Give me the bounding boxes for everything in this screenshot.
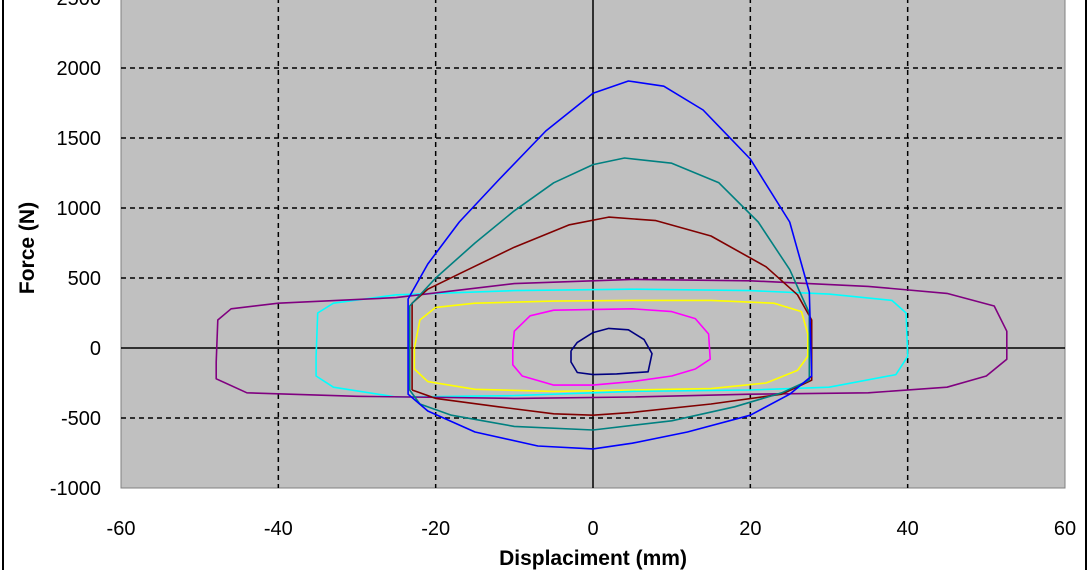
y-tick-label: -1000 <box>50 478 101 500</box>
y-tick-label: 1000 <box>57 198 102 220</box>
y-tick-label: 1500 <box>57 128 102 150</box>
x-tick-label: -20 <box>421 518 450 540</box>
y-tick-label: -500 <box>61 408 101 430</box>
x-tick-label: -40 <box>264 518 293 540</box>
series-line-7 <box>407 80 813 450</box>
y-axis-label: Force (N) <box>16 202 39 294</box>
y-tick-label: 2500 <box>57 0 102 10</box>
x-tick-label: 60 <box>1054 518 1076 540</box>
x-tick-label: 0 <box>587 518 598 540</box>
series-group <box>215 80 1008 450</box>
y-tick-labels: -1000 -500 0 500 1000 1500 2000 2500 <box>50 0 101 500</box>
series-line-6 <box>408 157 811 431</box>
x-tick-labels: -60 -40 -20 0 20 40 60 <box>107 518 1077 540</box>
x-tick-label: -60 <box>107 518 136 540</box>
y-tick-label: 0 <box>90 338 101 360</box>
series-line-1 <box>511 307 712 386</box>
series-line-2 <box>413 299 809 393</box>
series-line-5 <box>411 216 813 417</box>
series-line-4 <box>215 278 1008 400</box>
x-axis-label: Displaciment (mm) <box>499 547 687 570</box>
series-line-0 <box>570 327 653 376</box>
x-tick-label: 20 <box>739 518 761 540</box>
y-tick-label: 2000 <box>57 58 102 80</box>
y-tick-label: 500 <box>68 268 101 290</box>
x-tick-label: 40 <box>897 518 919 540</box>
